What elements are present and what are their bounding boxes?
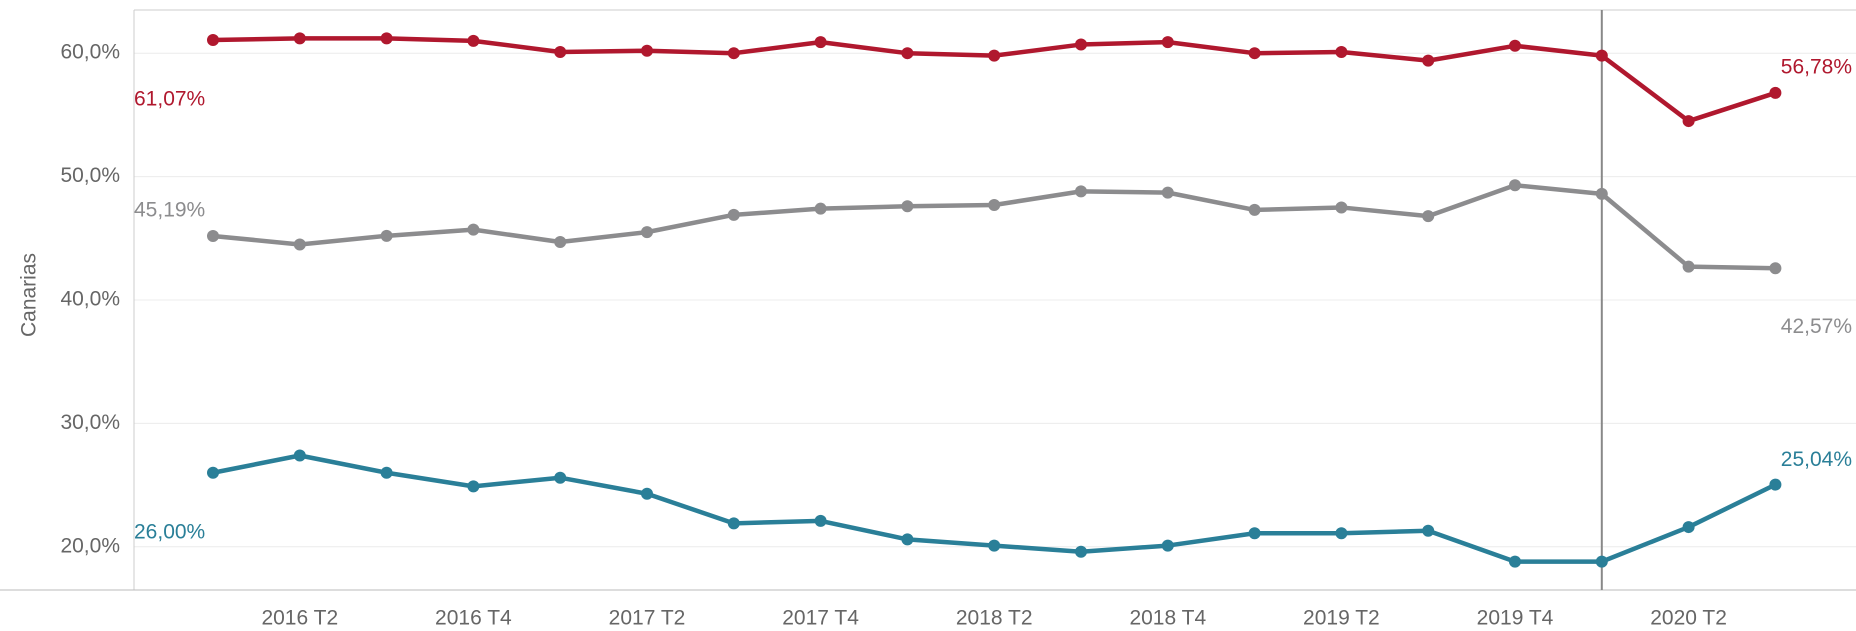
point — [1335, 45, 1348, 58]
point — [1769, 478, 1782, 491]
point — [641, 226, 653, 239]
point — [1509, 179, 1521, 192]
point — [1161, 186, 1174, 199]
point — [380, 466, 393, 479]
point — [1075, 185, 1087, 198]
y-axis-label: Canarias — [18, 253, 41, 337]
value-label: 26,00% — [134, 520, 205, 543]
point — [1509, 555, 1521, 568]
y-tick-label: 20,0% — [60, 534, 120, 557]
point — [1595, 187, 1608, 200]
y-tick-label: 40,0% — [60, 288, 120, 311]
x-tick-label: 2019 T4 — [1477, 607, 1554, 630]
point — [1161, 36, 1174, 49]
x-tick-label: 2018 T4 — [1129, 607, 1206, 630]
x-tick-label: 2020 T2 — [1650, 607, 1727, 630]
point — [1769, 86, 1782, 99]
x-tick-label: 2017 T4 — [782, 607, 859, 630]
point — [1682, 521, 1695, 534]
point — [1248, 47, 1261, 60]
series-line — [212, 182, 1776, 271]
x-tick-label: 2016 T4 — [435, 607, 512, 630]
point — [554, 45, 567, 58]
point — [1422, 210, 1435, 223]
point — [293, 32, 306, 45]
x-tick-label: 2018 T2 — [956, 607, 1033, 630]
point — [988, 49, 1001, 62]
point — [1769, 262, 1782, 275]
value-label: 61,07% — [134, 88, 205, 111]
point — [814, 36, 827, 49]
point — [1682, 115, 1695, 128]
x-tick-label: 2016 T2 — [261, 607, 338, 630]
point — [293, 449, 306, 462]
point — [901, 533, 914, 546]
point — [467, 223, 480, 236]
point — [901, 200, 914, 213]
value-label: 45,19% — [134, 199, 205, 222]
point — [814, 202, 827, 215]
point — [380, 229, 393, 242]
point — [1335, 201, 1348, 214]
point — [1509, 39, 1521, 52]
point — [727, 517, 740, 530]
point — [1682, 260, 1695, 273]
point — [901, 47, 914, 60]
value-label: 42,57% — [1781, 315, 1852, 338]
y-tick-label: 60,0% — [60, 41, 120, 64]
point — [554, 471, 567, 484]
point — [727, 208, 740, 221]
x-tick-label: 2019 T2 — [1303, 607, 1380, 630]
y-tick-label: 30,0% — [60, 411, 120, 434]
point — [380, 32, 393, 45]
point — [1595, 49, 1608, 62]
point — [641, 487, 653, 500]
point — [727, 47, 740, 60]
point — [1422, 54, 1435, 67]
point — [1075, 545, 1087, 558]
point — [988, 198, 1001, 211]
point — [814, 514, 827, 527]
x-tick-label: 2017 T2 — [609, 607, 686, 630]
point — [207, 466, 219, 479]
point — [207, 33, 219, 46]
point — [467, 480, 480, 493]
value-label: 25,04% — [1781, 448, 1852, 471]
y-tick-label: 50,0% — [60, 164, 120, 187]
point — [293, 238, 306, 251]
point — [1248, 203, 1261, 216]
point — [641, 44, 653, 57]
point — [554, 236, 567, 248]
point — [1075, 38, 1087, 51]
point — [207, 229, 219, 242]
value-label: 56,78% — [1781, 55, 1852, 78]
point — [467, 34, 480, 47]
point — [1595, 555, 1608, 568]
point — [1422, 524, 1435, 537]
point — [1161, 539, 1174, 552]
point — [1335, 527, 1348, 540]
point — [988, 539, 1001, 552]
point — [1248, 527, 1261, 540]
